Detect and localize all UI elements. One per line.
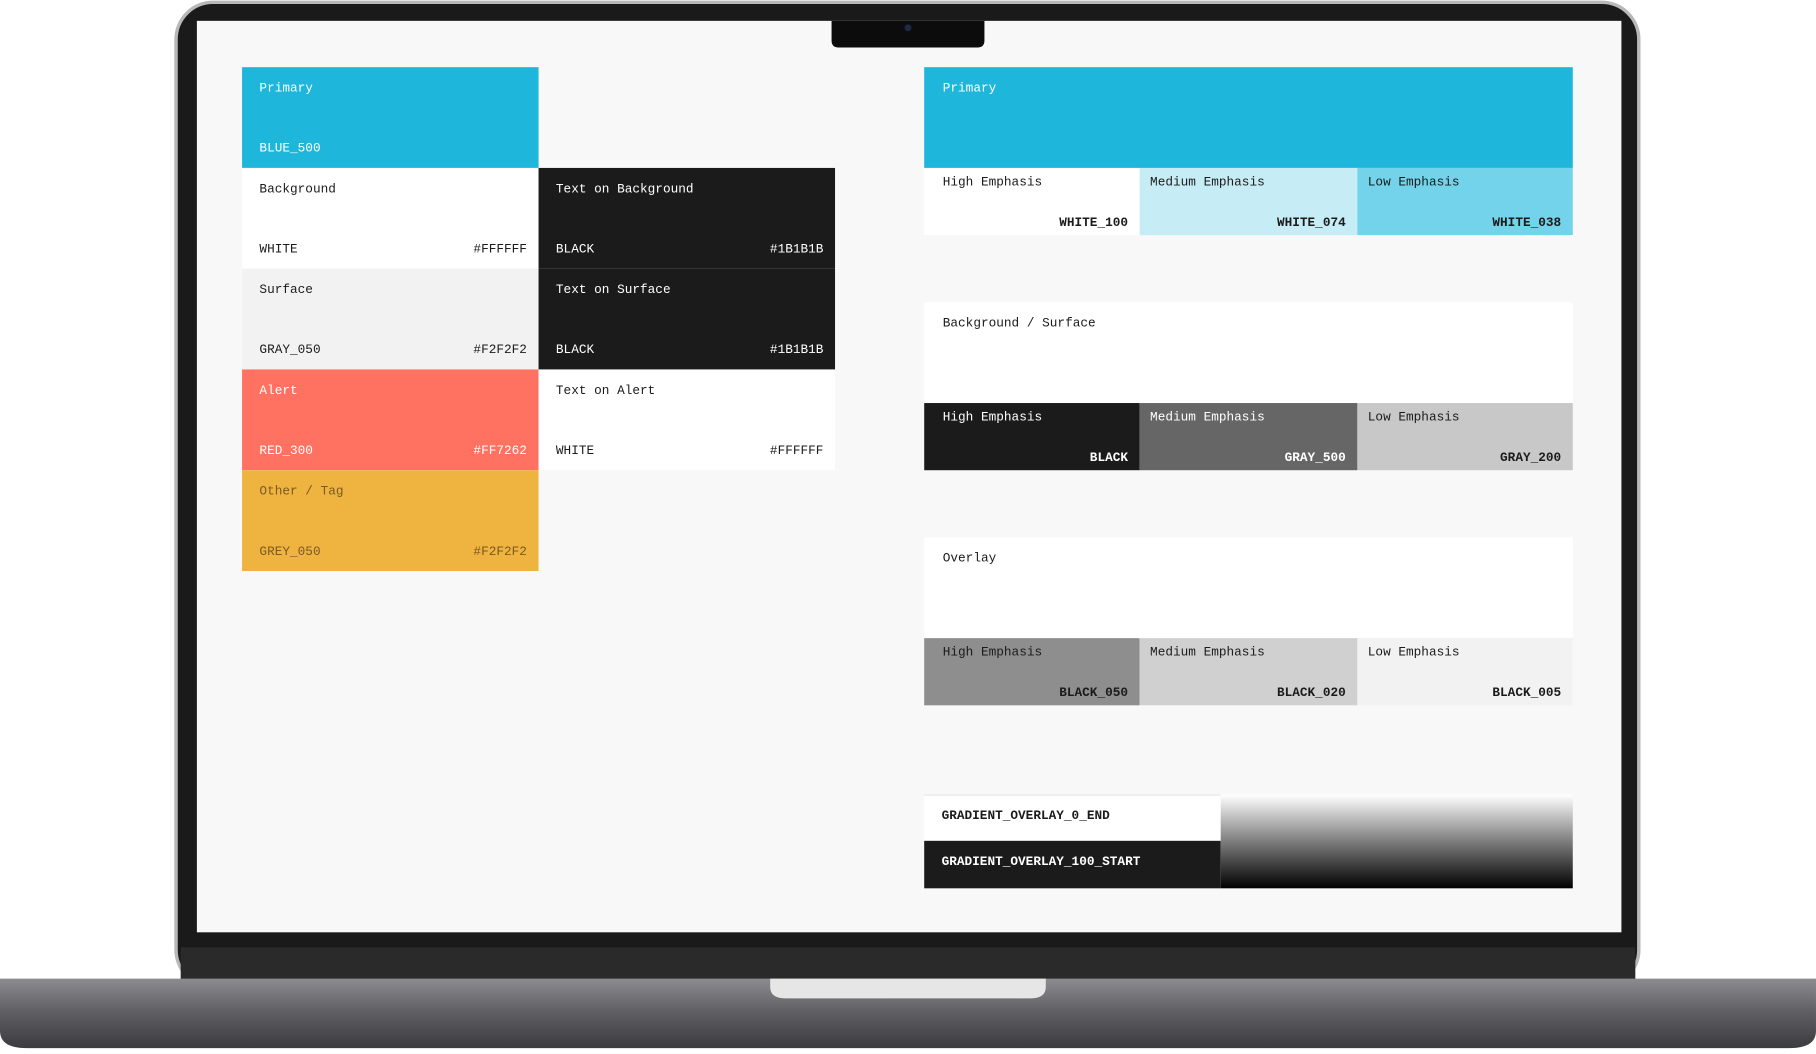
- emphasis-name: BLACK_050: [1059, 686, 1129, 701]
- camera-notch: [831, 20, 985, 48]
- group-header: Overlay: [924, 537, 1573, 639]
- group-header: Primary: [924, 67, 1573, 168]
- emphasis-label: High Emphasis: [942, 411, 1043, 426]
- emphasis-cell: Medium Emphasis BLACK_020: [1139, 638, 1358, 706]
- emphasis-name: BLACK_005: [1492, 686, 1562, 701]
- swatch-hex: #FF7262: [473, 444, 527, 459]
- emphasis-name: BLACK: [1089, 451, 1129, 466]
- swatch-name: BLACK: [555, 343, 595, 358]
- swatch: Text on Surface BLACK #1B1B1B: [538, 268, 836, 370]
- emphasis-cell: Low Emphasis BLACK_005: [1357, 638, 1573, 706]
- emphasis-name: WHITE_038: [1492, 216, 1562, 231]
- emphasis-label: Low Emphasis: [1367, 176, 1460, 190]
- emphasis-cell: High Emphasis BLACK: [924, 403, 1140, 471]
- swatch-name: WHITE: [259, 243, 298, 258]
- camera: [904, 24, 912, 32]
- gradient-end-label: GRADIENT_OVERLAY_0_END: [941, 809, 1110, 824]
- swatch-hex: #F2F2F2: [473, 545, 527, 560]
- swatch: Alert RED_300 #FF7262: [242, 369, 539, 471]
- swatch-label: Text on Background: [555, 182, 694, 197]
- emphasis-label: Medium Emphasis: [1150, 411, 1265, 426]
- swatch-hex: #1B1B1B: [769, 243, 824, 258]
- gradient-start-label: GRADIENT_OVERLAY_100_START: [941, 855, 1141, 870]
- swatch-label: Surface: [259, 283, 313, 298]
- swatch-name: GREY_050: [259, 545, 321, 560]
- emphasis-label: Low Emphasis: [1367, 411, 1460, 426]
- swatch-name: BLACK: [555, 243, 595, 258]
- gradient-start: GRADIENT_OVERLAY_100_START: [924, 840, 1221, 889]
- group-title: Background / Surface: [942, 317, 1096, 332]
- emphasis-label: Low Emphasis: [1367, 646, 1460, 661]
- swatch: Background WHITE #FFFFFF: [242, 167, 539, 269]
- emphasis-cell: Medium Emphasis GRAY_500: [1139, 403, 1358, 471]
- emphasis-cell: Low Emphasis WHITE_038: [1357, 167, 1573, 236]
- swatch-label: Other / Tag: [259, 485, 344, 500]
- swatch-name: RED_300: [259, 444, 313, 459]
- emphasis-label: Medium Emphasis: [1150, 646, 1265, 661]
- gradient-preview: [1220, 794, 1573, 889]
- gradient-end: GRADIENT_OVERLAY_0_END: [924, 794, 1221, 841]
- emphasis-cell: High Emphasis WHITE_100: [924, 167, 1140, 236]
- thumb-notch: [770, 978, 1046, 999]
- swatch-hex: #FFFFFF: [473, 243, 527, 258]
- emphasis-label: High Emphasis: [942, 646, 1043, 661]
- group-header: Background / Surface: [924, 302, 1573, 404]
- emphasis-label: Medium Emphasis: [1150, 176, 1265, 190]
- swatch: Text on Background BLACK #1B1B1B: [538, 167, 836, 269]
- swatch-label: Alert: [259, 384, 298, 399]
- emphasis-name: BLACK_020: [1276, 686, 1346, 701]
- swatch: Other / Tag GREY_050 #F2F2F2: [242, 470, 539, 571]
- emphasis-name: GRAY_200: [1500, 451, 1562, 466]
- swatch-hex: #FFFFFF: [769, 444, 824, 459]
- swatch: Surface GRAY_050 #F2F2F2: [242, 268, 539, 370]
- swatch-label: Text on Surface: [555, 283, 671, 298]
- emphasis-label: High Emphasis: [942, 176, 1043, 190]
- emphasis-cell: High Emphasis BLACK_050: [924, 638, 1140, 706]
- hinge: [180, 947, 1636, 980]
- base: [0, 978, 1816, 1049]
- emphasis-cell: Medium Emphasis WHITE_074: [1139, 167, 1358, 236]
- group-title: Primary: [942, 82, 997, 97]
- swatch-name: GRAY_050: [259, 343, 321, 358]
- swatch-name: WHITE: [555, 444, 595, 459]
- emphasis-name: GRAY_500: [1284, 451, 1346, 466]
- emphasis-name: WHITE_074: [1276, 216, 1346, 231]
- swatch-label: Background: [259, 182, 336, 197]
- swatch-hex: #1B1B1B: [769, 343, 824, 358]
- swatch-name: BLUE_500: [259, 142, 321, 157]
- group-title: Overlay: [942, 552, 997, 567]
- emphasis-name: WHITE_100: [1059, 216, 1129, 231]
- swatch: Primary BLUE_500: [242, 67, 539, 168]
- emphasis-cell: Low Emphasis GRAY_200: [1357, 403, 1573, 471]
- swatch: Text on Alert WHITE #FFFFFF: [538, 369, 836, 471]
- swatch-hex: #F2F2F2: [473, 343, 527, 358]
- swatch-label: Text on Alert: [555, 384, 656, 399]
- swatch-label: Primary: [259, 82, 313, 97]
